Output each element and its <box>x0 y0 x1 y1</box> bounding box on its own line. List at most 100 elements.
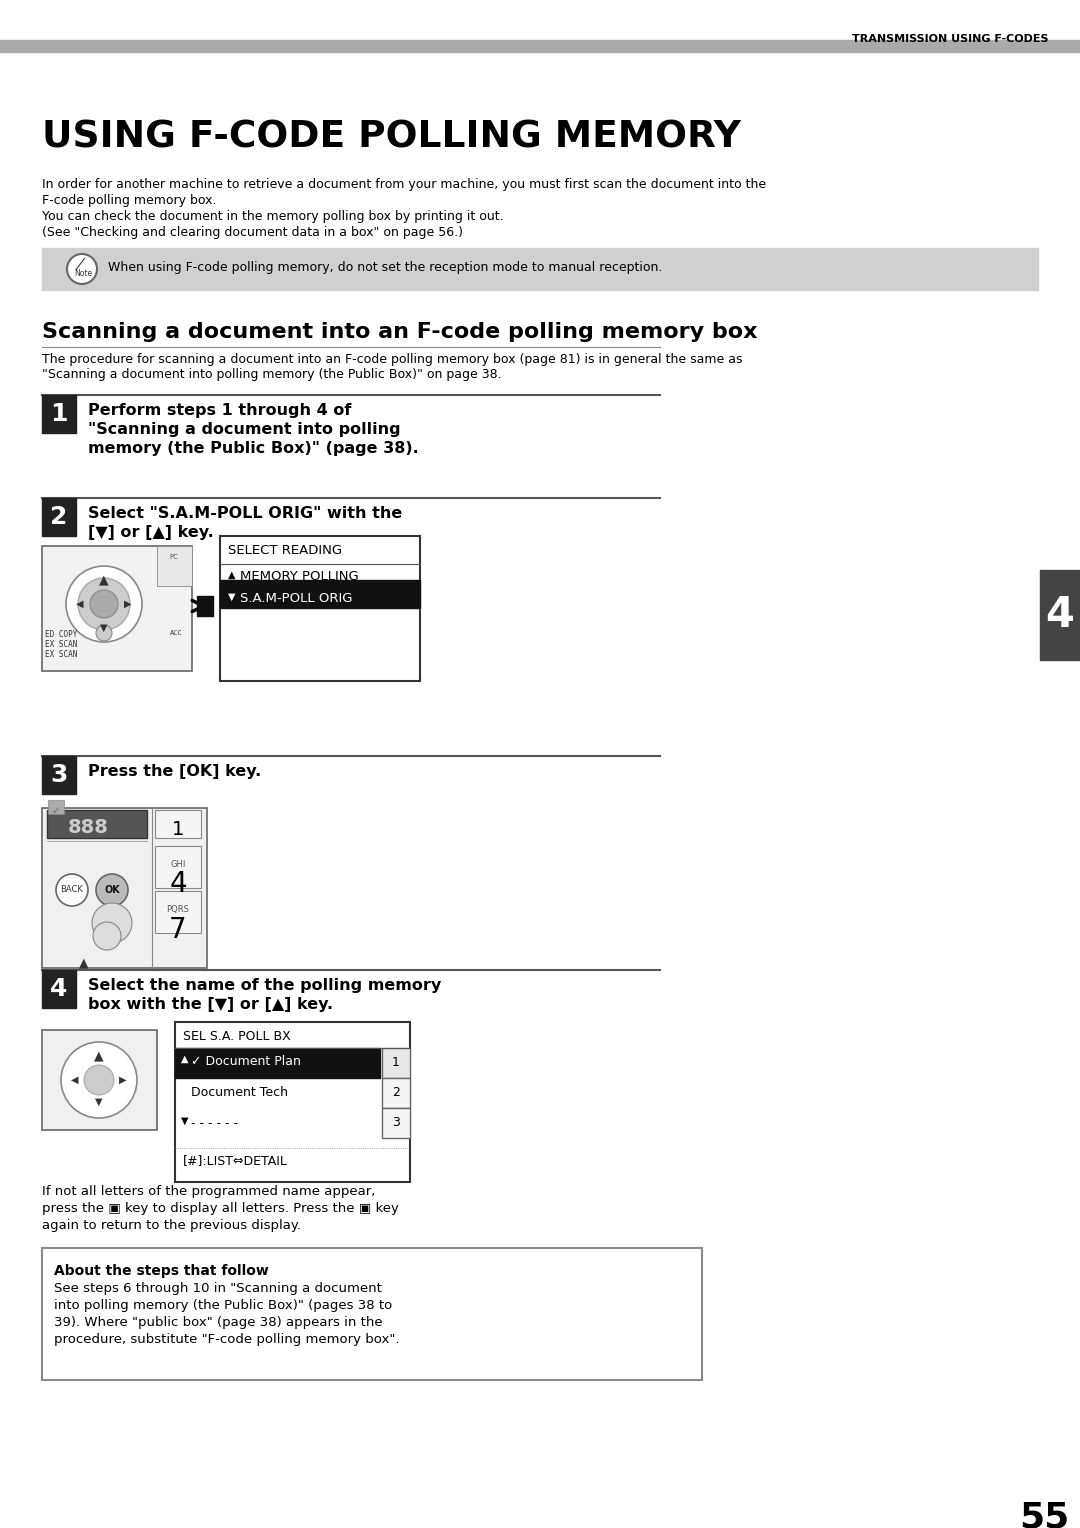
Bar <box>382 1108 410 1138</box>
Bar <box>0 40 1080 52</box>
Circle shape <box>84 1065 114 1096</box>
Text: ▶: ▶ <box>124 599 132 610</box>
Text: The procedure for scanning a document into an F-code polling memory box (page 81: The procedure for scanning a document in… <box>42 353 743 367</box>
Text: box with the [▼] or [▲] key.: box with the [▼] or [▲] key. <box>87 996 333 1012</box>
Text: EX SCAN: EX SCAN <box>45 649 78 659</box>
Text: 4: 4 <box>170 869 187 898</box>
Text: ▲: ▲ <box>94 1050 104 1062</box>
Bar <box>42 248 1038 290</box>
Text: ▼: ▼ <box>228 591 235 602</box>
Bar <box>156 891 201 934</box>
Circle shape <box>90 590 118 617</box>
Text: EX SCAN: EX SCAN <box>45 640 78 649</box>
Text: ▶: ▶ <box>119 1076 126 1085</box>
Text: ◀: ◀ <box>71 1076 79 1085</box>
Circle shape <box>56 874 87 906</box>
Text: See steps 6 through 10 in "Scanning a document: See steps 6 through 10 in "Scanning a do… <box>54 1282 382 1296</box>
Circle shape <box>96 874 129 906</box>
Bar <box>48 810 147 837</box>
Text: About the steps that follow: About the steps that follow <box>54 1264 269 1277</box>
Circle shape <box>93 921 121 950</box>
Text: ▲: ▲ <box>228 570 235 581</box>
Circle shape <box>96 625 112 642</box>
Text: ▲: ▲ <box>99 573 109 587</box>
Text: 4: 4 <box>1045 594 1075 636</box>
Bar <box>42 1030 157 1131</box>
Circle shape <box>66 565 141 642</box>
Text: ⁄: ⁄ <box>79 258 81 272</box>
Bar <box>42 396 76 432</box>
Text: BACK: BACK <box>60 886 83 894</box>
Bar <box>42 808 207 969</box>
Bar <box>220 536 420 681</box>
Text: You can check the document in the memory polling box by printing it out.: You can check the document in the memory… <box>42 209 503 223</box>
Text: memory (the Public Box)" (page 38).: memory (the Public Box)" (page 38). <box>87 442 419 455</box>
Text: 2: 2 <box>51 504 68 529</box>
Text: 1: 1 <box>172 821 185 839</box>
Text: Select "S.A.M-POLL ORIG" with the: Select "S.A.M-POLL ORIG" with the <box>87 506 402 521</box>
Text: ✓ Document Plan: ✓ Document Plan <box>191 1054 301 1068</box>
Text: ▲: ▲ <box>79 957 89 969</box>
Text: press the ▣ key to display all letters. Press the ▣ key: press the ▣ key to display all letters. … <box>42 1203 399 1215</box>
Text: OK: OK <box>104 885 120 895</box>
Text: 1: 1 <box>392 1056 400 1070</box>
Text: Select the name of the polling memory: Select the name of the polling memory <box>87 978 442 993</box>
Text: Document Tech: Document Tech <box>191 1086 288 1099</box>
Text: GHI: GHI <box>171 860 186 869</box>
Text: 2: 2 <box>392 1086 400 1100</box>
Bar <box>382 1048 410 1077</box>
Text: ACC: ACC <box>170 630 183 636</box>
Text: Press the [OK] key.: Press the [OK] key. <box>87 764 261 779</box>
Text: - - - - - -: - - - - - - <box>191 1117 238 1131</box>
Text: (See "Checking and clearing document data in a box" on page 56.): (See "Checking and clearing document dat… <box>42 226 463 238</box>
Text: PQRS: PQRS <box>166 905 189 914</box>
Text: into polling memory (the Public Box)" (pages 38 to: into polling memory (the Public Box)" (p… <box>54 1299 392 1313</box>
Bar <box>175 1022 410 1183</box>
Bar <box>175 1048 380 1077</box>
Text: ▼: ▼ <box>95 1097 103 1106</box>
Text: 4: 4 <box>51 976 68 1001</box>
Text: ▼: ▼ <box>100 623 108 633</box>
Text: 7: 7 <box>170 915 187 944</box>
Text: [#]:LIST⇔DETAIL: [#]:LIST⇔DETAIL <box>183 1154 288 1167</box>
Bar <box>42 545 192 671</box>
Text: ED COPY: ED COPY <box>45 630 78 639</box>
Circle shape <box>78 578 130 630</box>
Circle shape <box>67 254 97 284</box>
Bar <box>157 545 192 587</box>
Bar <box>382 1077 410 1108</box>
Text: 3: 3 <box>51 762 68 787</box>
Text: ◀: ◀ <box>77 599 84 610</box>
Text: MEMORY POLLING: MEMORY POLLING <box>240 570 359 584</box>
Bar <box>156 810 201 837</box>
Bar <box>220 581 420 608</box>
Text: In order for another machine to retrieve a document from your machine, you must : In order for another machine to retrieve… <box>42 177 766 191</box>
Bar <box>156 847 201 888</box>
Text: SEL S.A. POLL BX: SEL S.A. POLL BX <box>183 1030 291 1044</box>
Text: ✓: ✓ <box>52 805 60 816</box>
Bar <box>48 801 64 814</box>
Circle shape <box>92 903 132 943</box>
Text: 39). Where "public box" (page 38) appears in the: 39). Where "public box" (page 38) appear… <box>54 1316 382 1329</box>
Text: 888: 888 <box>68 817 109 837</box>
Text: Perform steps 1 through 4 of: Perform steps 1 through 4 of <box>87 403 351 419</box>
Text: PC: PC <box>170 555 178 559</box>
Text: again to return to the previous display.: again to return to the previous display. <box>42 1219 301 1232</box>
Text: USING F-CODE POLLING MEMORY: USING F-CODE POLLING MEMORY <box>42 121 741 156</box>
Text: "Scanning a document into polling: "Scanning a document into polling <box>87 422 401 437</box>
Circle shape <box>60 1042 137 1118</box>
Bar <box>42 970 76 1008</box>
Bar <box>42 1248 702 1380</box>
Text: F-code polling memory box.: F-code polling memory box. <box>42 194 216 206</box>
Text: When using F-code polling memory, do not set the reception mode to manual recept: When using F-code polling memory, do not… <box>108 261 662 274</box>
Text: If not all letters of the programmed name appear,: If not all letters of the programmed nam… <box>42 1186 376 1198</box>
Text: [▼] or [▲] key.: [▼] or [▲] key. <box>87 526 214 539</box>
Bar <box>42 756 76 795</box>
Text: SELECT READING: SELECT READING <box>228 544 342 558</box>
Text: 1: 1 <box>51 402 68 426</box>
Text: Note: Note <box>73 269 92 278</box>
Text: 3: 3 <box>392 1117 400 1129</box>
Text: 55: 55 <box>1018 1500 1069 1528</box>
Text: procedure, substitute "F-code polling memory box".: procedure, substitute "F-code polling me… <box>54 1332 400 1346</box>
Text: ▼: ▼ <box>181 1115 189 1126</box>
